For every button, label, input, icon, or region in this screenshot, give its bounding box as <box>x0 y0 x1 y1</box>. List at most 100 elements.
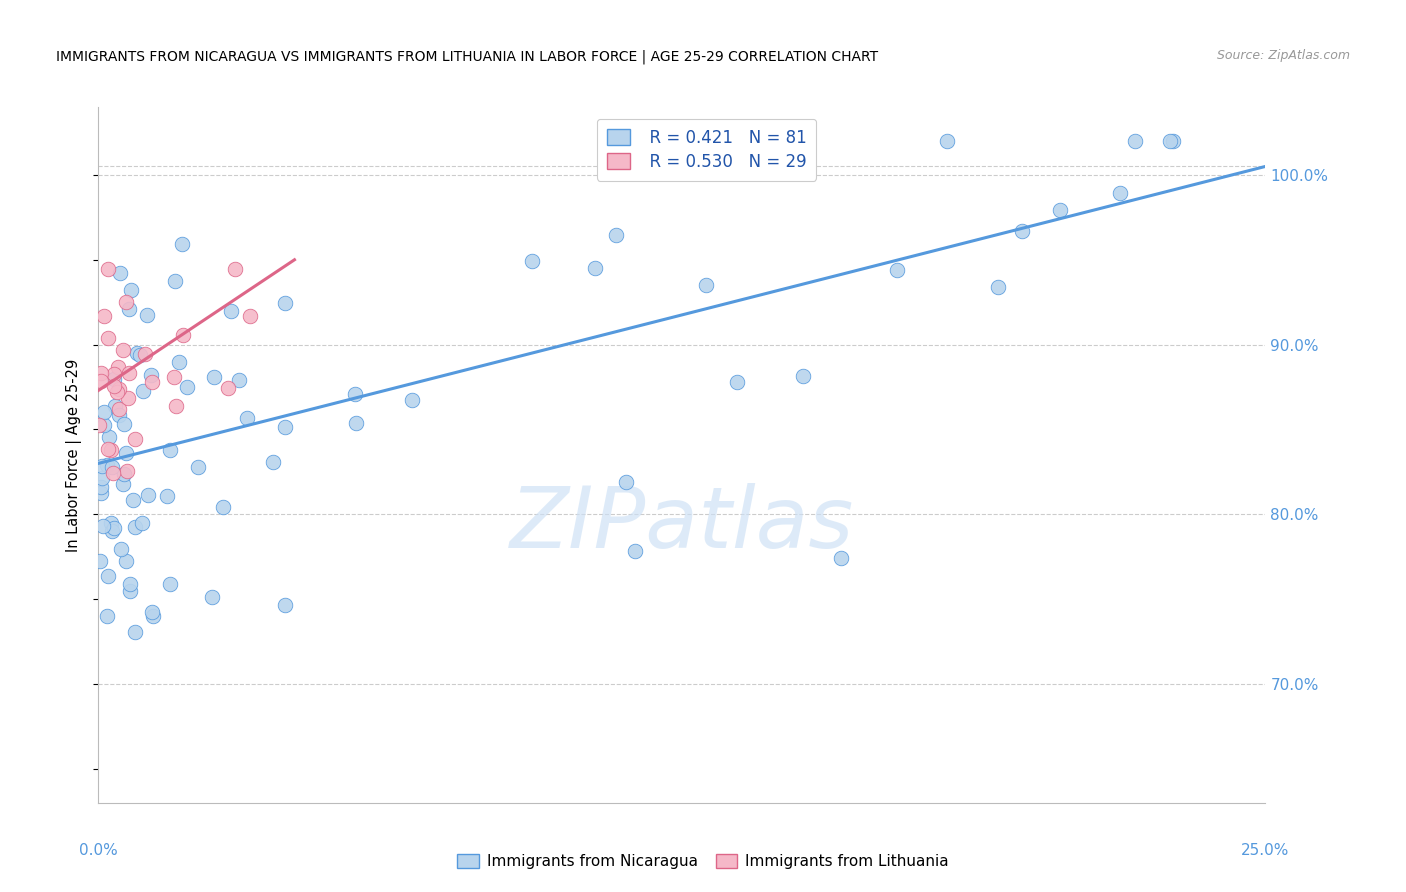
Point <box>274 296 297 310</box>
Point <box>274 598 297 612</box>
Point <box>520 253 543 268</box>
Point <box>112 417 135 431</box>
Point <box>236 411 259 425</box>
Point <box>91 470 114 484</box>
Point <box>93 418 115 433</box>
Point <box>131 516 153 530</box>
Point <box>219 304 242 318</box>
Point <box>212 500 235 514</box>
Point <box>830 551 852 566</box>
Point <box>217 381 239 395</box>
Point <box>98 430 121 444</box>
Point <box>112 477 135 491</box>
Point <box>117 391 139 405</box>
Point <box>120 283 142 297</box>
Point <box>93 309 115 323</box>
Point <box>725 375 748 389</box>
Point <box>103 521 125 535</box>
Point <box>202 369 225 384</box>
Point <box>228 373 250 387</box>
Point <box>101 460 124 475</box>
Point <box>224 262 246 277</box>
Point <box>115 464 138 478</box>
Point <box>401 393 423 408</box>
Point <box>91 518 114 533</box>
Point <box>118 577 141 591</box>
Point <box>136 488 159 502</box>
Point <box>134 347 156 361</box>
Point <box>1123 134 1146 148</box>
Point <box>124 520 146 534</box>
Point <box>159 577 181 591</box>
Text: IMMIGRANTS FROM NICARAGUA VS IMMIGRANTS FROM LITHUANIA IN LABOR FORCE | AGE 25-2: IMMIGRANTS FROM NICARAGUA VS IMMIGRANTS … <box>56 49 879 63</box>
Point <box>135 308 157 322</box>
Point <box>97 442 120 456</box>
Point <box>176 380 198 394</box>
Point <box>159 442 181 457</box>
Point <box>115 294 138 309</box>
Point <box>605 227 627 242</box>
Point <box>100 516 122 531</box>
Point <box>156 489 179 503</box>
Point <box>274 419 297 434</box>
Point <box>93 405 115 419</box>
Point <box>101 524 124 538</box>
Point <box>262 454 284 468</box>
Point <box>128 348 150 362</box>
Point <box>90 458 112 473</box>
Text: ZIPatlas: ZIPatlas <box>510 483 853 566</box>
Point <box>115 554 138 568</box>
Point <box>105 384 128 399</box>
Point <box>132 384 155 399</box>
Y-axis label: In Labor Force | Age 25-29: In Labor Force | Age 25-29 <box>66 359 83 551</box>
Point <box>108 401 131 416</box>
Point <box>115 446 138 460</box>
Point <box>1159 134 1181 148</box>
Point <box>107 360 129 375</box>
Point <box>187 459 209 474</box>
Point <box>101 467 124 481</box>
Point <box>97 331 120 345</box>
Point <box>170 237 193 252</box>
Point <box>103 372 125 386</box>
Point <box>141 368 163 382</box>
Text: Source: ZipAtlas.com: Source: ZipAtlas.com <box>1216 49 1350 62</box>
Point <box>987 280 1010 294</box>
Point <box>124 625 146 640</box>
Point <box>239 309 262 323</box>
Point <box>120 583 142 598</box>
Point <box>87 417 110 432</box>
Point <box>1109 186 1132 201</box>
Point <box>104 399 127 413</box>
Point <box>118 302 141 317</box>
Point <box>89 554 111 568</box>
Point <box>97 262 120 277</box>
Point <box>583 261 606 276</box>
Point <box>96 609 118 624</box>
Text: 0.0%: 0.0% <box>79 843 118 858</box>
Point <box>1049 202 1071 217</box>
Point <box>118 366 141 380</box>
Point <box>614 475 637 490</box>
Point <box>90 374 112 388</box>
Point <box>124 432 146 446</box>
Point <box>1161 134 1184 148</box>
Point <box>110 542 132 557</box>
Point <box>344 416 367 430</box>
Legend:   R = 0.421   N = 81,   R = 0.530   N = 29: R = 0.421 N = 81, R = 0.530 N = 29 <box>598 119 817 181</box>
Point <box>165 274 187 288</box>
Point <box>103 379 125 393</box>
Legend: Immigrants from Nicaragua, Immigrants from Lithuania: Immigrants from Nicaragua, Immigrants fr… <box>451 847 955 875</box>
Point <box>97 569 120 583</box>
Point <box>167 354 190 368</box>
Point <box>90 480 112 494</box>
Point <box>108 382 131 396</box>
Point <box>163 370 186 384</box>
Point <box>936 134 959 148</box>
Point <box>100 443 122 458</box>
Point <box>886 263 908 277</box>
Point <box>125 346 148 360</box>
Point <box>695 278 717 293</box>
Point <box>1011 224 1033 238</box>
Point <box>90 367 112 381</box>
